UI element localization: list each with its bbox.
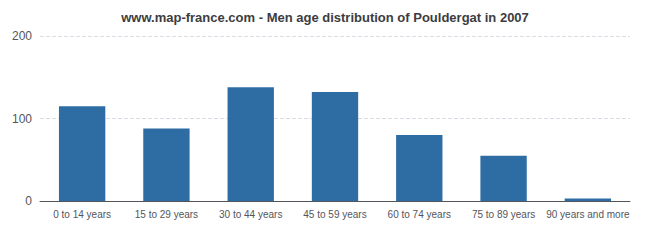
svg-text:90 years and more: 90 years and more [546,209,630,220]
svg-text:60 to 74 years: 60 to 74 years [388,209,451,220]
svg-text:200: 200 [12,29,32,43]
svg-text:www.map-france.com - Men age d: www.map-france.com - Men age distributio… [120,10,529,25]
svg-text:15 to 29 years: 15 to 29 years [135,209,198,220]
svg-text:0 to 14 years: 0 to 14 years [53,209,111,220]
svg-text:0: 0 [25,194,32,208]
svg-text:75 to 89 years: 75 to 89 years [472,209,535,220]
svg-text:45 to 59 years: 45 to 59 years [303,209,366,220]
svg-text:30 to 44 years: 30 to 44 years [219,209,282,220]
svg-text:100: 100 [12,112,32,126]
